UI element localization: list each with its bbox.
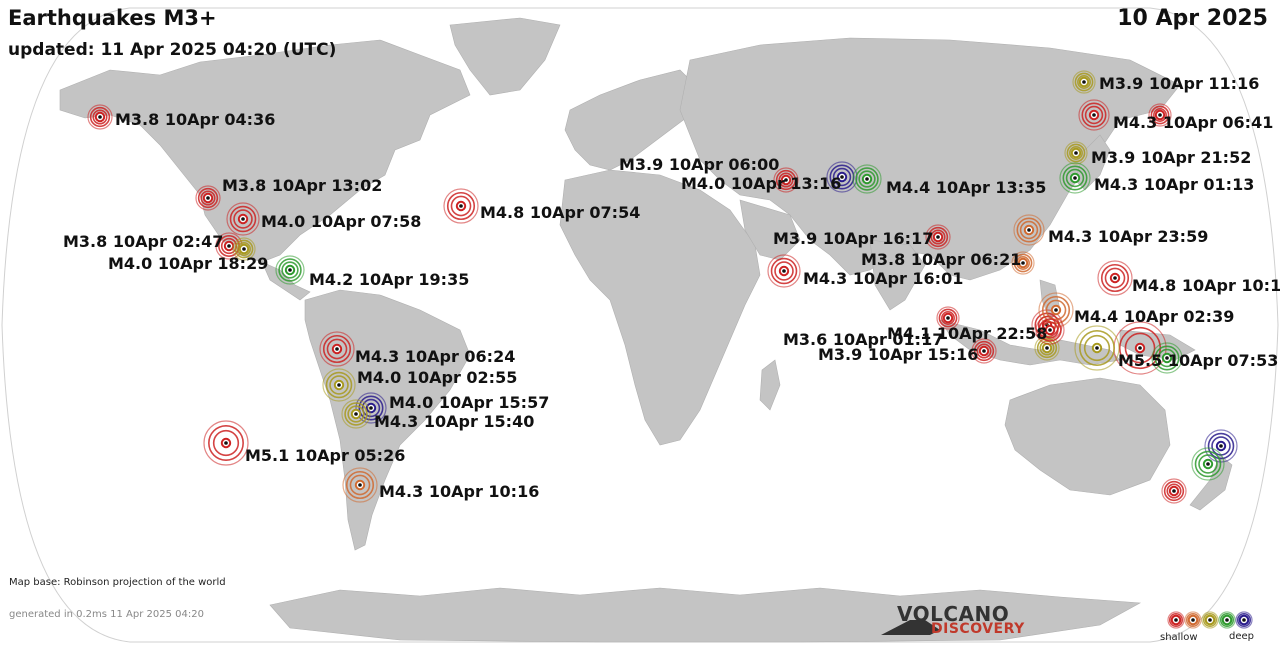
madagascar-land: [759, 359, 781, 411]
earthquake-marker[interactable]: [226, 202, 260, 236]
date-label: 10 Apr 2025: [1117, 6, 1268, 31]
quake-label: M5.1 10Apr 05:26: [245, 446, 406, 465]
earthquake-marker[interactable]: [925, 224, 951, 250]
asia-land: [679, 37, 1181, 281]
earthquake-marker[interactable]: [275, 255, 305, 285]
quake-label: M3.6 10Apr 01:17: [783, 330, 944, 349]
legend-ring-intermediate1[interactable]: [1184, 611, 1202, 629]
arabia-land: [739, 199, 801, 261]
legend-ring-intermediate3[interactable]: [1218, 611, 1236, 629]
quake-label: M4.0 10Apr 07:58: [261, 212, 422, 231]
earthquake-marker[interactable]: [1038, 292, 1074, 328]
earthquake-marker[interactable]: [1074, 325, 1120, 371]
quake-label: M3.9 10Apr 06:00: [619, 155, 780, 174]
updated-timestamp: updated: 11 Apr 2025 04:20 (UTC): [8, 40, 337, 60]
earthquake-marker[interactable]: [203, 420, 249, 466]
earthquake-marker[interactable]: [1035, 315, 1065, 345]
india-land: [869, 239, 926, 311]
earthquake-marker[interactable]: [87, 104, 113, 130]
quake-label: M4.3 10Apr 01:13: [1094, 175, 1255, 194]
quake-label: M4.3 10Apr 10:16: [379, 482, 540, 501]
quake-label: M4.3 10Apr 16:01: [803, 269, 964, 288]
legend-ring-deep[interactable]: [1235, 611, 1253, 629]
quake-label: M4.0 10Apr 18:29: [108, 254, 269, 273]
earthquake-marker[interactable]: [1011, 251, 1035, 275]
quake-label: M4.0 10Apr 15:57: [389, 393, 550, 412]
earthquake-marker[interactable]: [1151, 342, 1183, 374]
quake-label: M4.4 10Apr 13:35: [886, 178, 1047, 197]
logo-discovery-text[interactable]: DISCOVERY: [931, 621, 1025, 637]
quake-label: M3.8 10Apr 06:21: [861, 250, 1022, 269]
quake-label: M5.5 10Apr 07:53: [1118, 351, 1279, 370]
quake-label: M3.8 10Apr 04:36: [115, 110, 276, 129]
earthquake-marker[interactable]: [355, 392, 387, 424]
quake-label: M3.8 10Apr 02:47: [63, 232, 224, 251]
map-base-note: Map base: Robinson projection of the wor…: [9, 577, 226, 588]
quake-label: M4.3 10Apr 23:59: [1048, 227, 1209, 246]
earthquake-marker[interactable]: [1064, 141, 1088, 165]
greenland-land: [449, 17, 561, 96]
quake-label: M4.0 10Apr 02:55: [357, 368, 518, 387]
quake-label: M3.9 10Apr 11:16: [1099, 74, 1260, 93]
earthquake-marker[interactable]: [195, 185, 221, 211]
earthquake-marker[interactable]: [341, 399, 371, 429]
quake-label: M3.9 10Apr 21:52: [1091, 148, 1252, 167]
earthquake-marker[interactable]: [232, 237, 256, 261]
north-america-land: [59, 39, 471, 263]
europe-land: [564, 69, 701, 171]
quake-label: M4.3 10Apr 06:24: [355, 347, 516, 366]
earthquake-marker[interactable]: [767, 254, 801, 288]
earthquake-marker[interactable]: [319, 331, 355, 367]
earthquake-marker[interactable]: [773, 167, 799, 193]
earthquake-markers: [87, 70, 1238, 504]
earthquake-marker[interactable]: [322, 368, 356, 402]
earthquake-marker[interactable]: [1161, 478, 1187, 504]
quake-label: M3.9 10Apr 15:16: [818, 345, 979, 364]
earthquake-marker[interactable]: [1013, 214, 1045, 246]
earthquake-marker[interactable]: [1148, 103, 1172, 127]
quake-label: M4.0 10Apr 13:16: [681, 174, 842, 193]
earthquake-marker[interactable]: [443, 188, 479, 224]
legend-shallow-label: shallow: [1160, 632, 1198, 643]
africa-land: [559, 169, 761, 446]
logo-volcano-text[interactable]: VOLCANO: [897, 602, 1010, 626]
quake-label: M3.8 10Apr 13:02: [222, 176, 383, 195]
quake-label: M4.2 10Apr 19:35: [309, 270, 470, 289]
quake-label: M4.3 10Apr 15:40: [374, 412, 535, 431]
depth-legend: [1167, 611, 1253, 629]
earthquake-marker[interactable]: [342, 467, 378, 503]
earthquake-marker[interactable]: [1078, 99, 1110, 131]
earthquake-marker[interactable]: [1097, 260, 1133, 296]
quake-label: M4.4 10Apr 02:39: [1074, 307, 1235, 326]
quake-label: M4.8 10Apr 10:17: [1132, 276, 1280, 295]
earthquake-marker[interactable]: [971, 338, 997, 364]
earthquake-marker[interactable]: [852, 164, 882, 194]
quake-label: M4.1 10Apr 22:58: [887, 324, 1048, 343]
legend-ring-shallow[interactable]: [1167, 611, 1185, 629]
generated-note: generated in 0.2ms 11 Apr 2025 04:20: [9, 609, 204, 620]
quake-label: M3.9 10Apr 16:17: [773, 229, 934, 248]
legend-deep-label: deep: [1229, 631, 1254, 642]
earthquake-marker[interactable]: [1072, 70, 1096, 94]
legend-ring-intermediate2[interactable]: [1201, 611, 1219, 629]
earthquake-marker[interactable]: [1191, 447, 1225, 481]
quake-label: M4.8 10Apr 07:54: [480, 203, 641, 222]
earthquake-marker[interactable]: [936, 306, 960, 330]
australia-land: [1004, 377, 1171, 496]
quake-label: M4.3 10Apr 06:41: [1113, 113, 1274, 132]
volcano-logo-icon: [881, 620, 940, 635]
page-title: Earthquakes M3+: [8, 6, 217, 30]
earthquake-marker[interactable]: [1059, 162, 1091, 194]
